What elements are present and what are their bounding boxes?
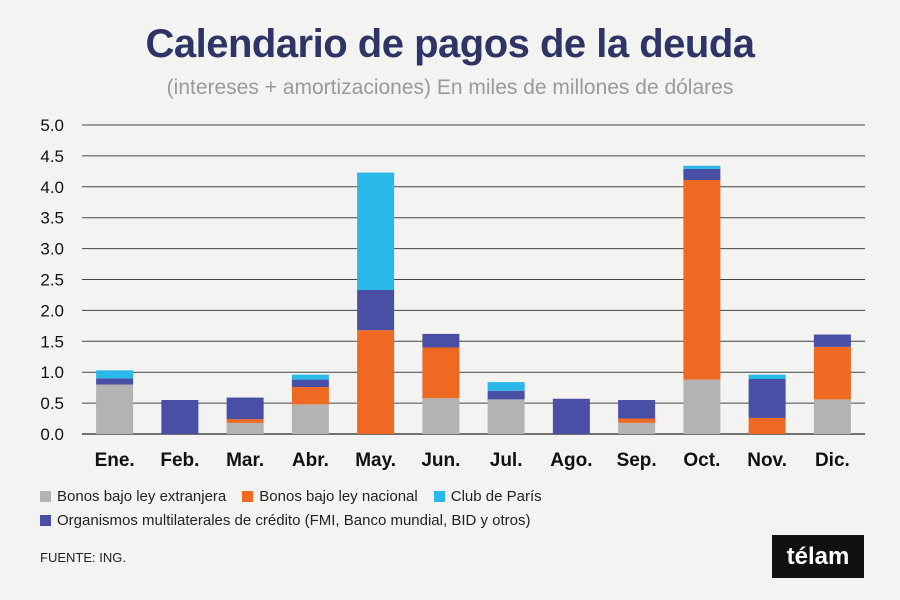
legend-row-1: Bonos bajo ley extranjera Bonos bajo ley …	[40, 488, 558, 505]
bar-segment	[618, 400, 656, 419]
bar-segment	[96, 378, 134, 385]
bar-segment	[226, 397, 264, 420]
legend-item: Organismos multilaterales de crédito (FM…	[40, 512, 531, 529]
x-tick-label: Ago.	[550, 450, 592, 471]
legend-swatch	[40, 491, 51, 502]
y-tick-label: 2.0	[40, 301, 64, 320]
bar-segment	[96, 384, 134, 434]
bar-segment	[291, 379, 329, 388]
legend-item: Bonos bajo ley extranjera	[40, 488, 226, 505]
bar-segment	[487, 390, 525, 400]
x-tick-label: Mar.	[226, 450, 264, 471]
x-tick-label: Jul.	[490, 450, 523, 471]
bar-segment	[813, 346, 851, 400]
bar-segment	[748, 378, 786, 418]
bar-segment	[226, 419, 264, 423]
legend-item: Club de París	[433, 488, 542, 505]
chart-title: Calendario de pagos de la deuda	[145, 22, 755, 66]
source-note: FUENTE: ING.	[40, 550, 126, 565]
x-tick-label: Sep.	[617, 450, 657, 471]
bar-segment	[96, 370, 134, 379]
legend-label: Bonos bajo ley nacional	[259, 488, 418, 505]
bar-segment	[683, 379, 721, 434]
y-tick-label: 0.0	[40, 425, 64, 444]
y-tick-label: 4.0	[40, 178, 64, 197]
bar-segment	[748, 374, 786, 379]
bar-segment	[618, 418, 656, 423]
y-tick-label: 0.5	[40, 394, 64, 413]
legend-label: Organismos multilaterales de crédito (FM…	[57, 512, 531, 529]
legend-label: Bonos bajo ley extranjera	[57, 488, 227, 505]
x-tick-label: Nov.	[747, 450, 787, 471]
y-tick-label: 1.0	[40, 363, 64, 382]
x-tick-label: Ene.	[95, 450, 135, 471]
bar-segment	[683, 168, 721, 181]
y-tick-label: 3.5	[40, 209, 64, 228]
legend-swatch	[40, 515, 51, 526]
bar-segment	[357, 290, 395, 331]
bar-segment	[357, 330, 395, 434]
bar-segment	[422, 398, 460, 434]
bar-segment	[618, 422, 656, 434]
bar-segment	[422, 347, 460, 399]
bar-segment	[683, 180, 721, 380]
bar-segment	[487, 382, 525, 391]
bar-segment	[422, 333, 460, 348]
telam-logo: télam	[772, 535, 864, 578]
chart-subtitle: (intereses + amortizaciones) En miles de…	[166, 76, 734, 99]
bar-segment	[748, 417, 786, 434]
bar-segment	[552, 398, 590, 434]
legend-label: Club de París	[450, 488, 542, 505]
bar-segment	[357, 172, 395, 291]
bar-segment	[813, 399, 851, 434]
legend-item: Bonos bajo ley nacional	[242, 488, 418, 505]
y-tick-label: 1.5	[40, 332, 64, 351]
x-tick-label: Oct.	[683, 450, 720, 471]
bar-segment	[487, 399, 525, 434]
x-tick-label: Dic.	[815, 450, 850, 471]
x-tick-label: Jun.	[421, 450, 460, 471]
bar-segment	[291, 374, 329, 380]
bar-segment	[161, 400, 199, 434]
x-tick-label: Abr.	[292, 450, 329, 471]
bar-segment	[226, 422, 264, 434]
bar-segment	[291, 387, 329, 405]
y-tick-label: 2.5	[40, 271, 64, 290]
y-tick-label: 4.5	[40, 147, 64, 166]
y-tick-label: 5.0	[40, 116, 64, 135]
legend-row-2: Organismos multilaterales de crédito (FM…	[40, 512, 547, 529]
x-tick-label: Feb.	[160, 450, 199, 471]
legend-swatch	[433, 491, 445, 502]
legend-swatch	[242, 491, 254, 502]
y-tick-label: 3.0	[40, 240, 64, 259]
x-tick-label: May.	[355, 450, 396, 471]
bar-segment	[683, 165, 721, 169]
bar-segment	[291, 404, 329, 434]
bar-segment	[813, 334, 851, 347]
